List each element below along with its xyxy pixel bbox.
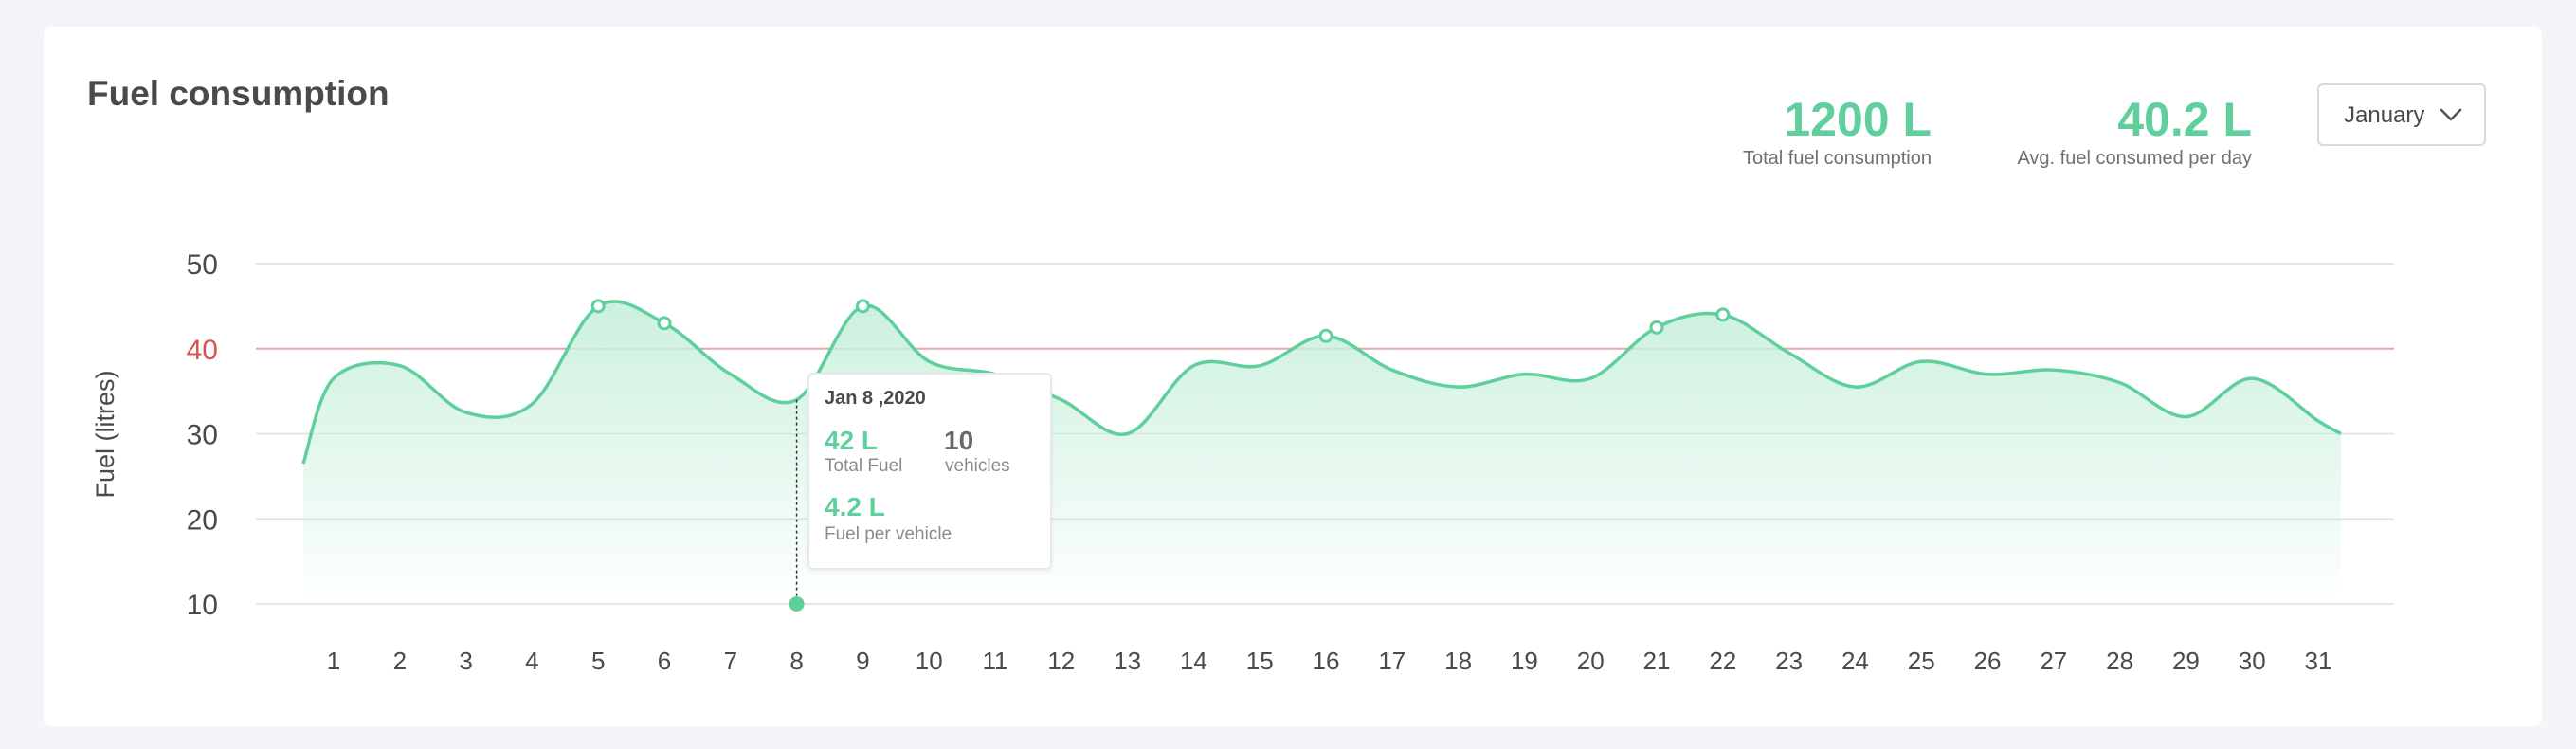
- series-line: [301, 300, 2342, 465]
- x-tick-label: 18: [1444, 647, 1472, 675]
- x-tick-label: 9: [856, 647, 869, 675]
- series-area: [303, 301, 2341, 593]
- chart-tooltip: Jan 8 ,2020 42 L Total Fuel 10 vehicles …: [807, 373, 1052, 570]
- chevron-down-icon: [2440, 108, 2462, 121]
- y-tick-label: 50: [187, 249, 218, 281]
- y-tick-label: 30: [187, 420, 218, 451]
- x-tick-label: 14: [1180, 647, 1207, 675]
- tooltip-per-vehicle-label: Fuel per vehicle: [825, 524, 952, 544]
- total-fuel-value: 1200 L: [1784, 93, 1932, 146]
- x-tick-label: 13: [1114, 647, 1141, 675]
- month-select[interactable]: January: [2317, 83, 2486, 146]
- data-point-marker[interactable]: [855, 299, 870, 314]
- tooltip-total-label: Total Fuel: [825, 456, 903, 476]
- y-tick-label: 10: [187, 590, 218, 621]
- card-title: Fuel consumption: [87, 74, 390, 113]
- x-tick-label: 28: [2106, 647, 2133, 675]
- x-tick-label: 12: [1047, 647, 1075, 675]
- y-axis-label: Fuel (litres): [91, 370, 119, 498]
- x-tick-label: 4: [525, 647, 538, 675]
- x-tick-label: 8: [789, 647, 803, 675]
- avg-fuel-label: Avg. fuel consumed per day: [2017, 148, 2252, 169]
- x-tick-label: 24: [1841, 647, 1869, 675]
- data-point-marker[interactable]: [590, 299, 606, 314]
- x-tick-label: 22: [1709, 647, 1736, 675]
- total-fuel-stat: 1200 L Total fuel consumption: [1743, 93, 1932, 170]
- tooltip-vehicles-value: 10: [944, 426, 974, 455]
- x-tick-label: 20: [1577, 647, 1605, 675]
- x-tick-label: 15: [1246, 647, 1274, 675]
- x-tick-label: 3: [459, 647, 472, 675]
- tooltip-vehicles-label: vehicles: [945, 456, 1010, 476]
- data-point-marker[interactable]: [1649, 320, 1664, 335]
- y-tick-label: 40: [187, 335, 218, 366]
- x-tick-label: 5: [591, 647, 605, 675]
- x-tick-label: 23: [1775, 647, 1803, 675]
- data-point-marker[interactable]: [1318, 328, 1333, 343]
- y-tick-label: 20: [187, 504, 218, 536]
- x-tick-label: 16: [1313, 647, 1340, 675]
- avg-fuel-value: 40.2 L: [2117, 93, 2252, 146]
- x-tick-label: 11: [983, 647, 1008, 675]
- x-tick-label: 2: [393, 647, 407, 675]
- x-tick-label: 31: [2305, 647, 2332, 675]
- data-point-marker[interactable]: [1715, 307, 1731, 322]
- x-tick-label: 30: [2239, 647, 2266, 675]
- x-tick-label: 21: [1643, 647, 1671, 675]
- month-select-value: January: [2344, 102, 2425, 128]
- x-tick-label: 7: [724, 647, 737, 675]
- avg-fuel-stat: 40.2 L Avg. fuel consumed per day: [2017, 93, 2252, 170]
- x-tick-label: 6: [658, 647, 671, 675]
- x-tick-label: 26: [1974, 647, 2002, 675]
- x-tick-label: 10: [916, 647, 943, 675]
- x-tick-label: 1: [327, 647, 340, 675]
- x-tick-label: 29: [2172, 647, 2200, 675]
- tooltip-per-vehicle-value: 4.2 L: [825, 492, 885, 521]
- tooltip-total-value: 42 L: [825, 426, 879, 455]
- x-tick-label: 27: [2040, 647, 2067, 675]
- x-tick-label: 19: [1511, 647, 1538, 675]
- total-fuel-label: Total fuel consumption: [1742, 148, 1932, 169]
- tooltip-date: Jan 8 ,2020: [825, 388, 926, 409]
- x-tick-label: 25: [1908, 647, 1935, 675]
- x-tick-label: 17: [1378, 647, 1406, 675]
- selected-point[interactable]: [789, 596, 805, 612]
- data-point-marker[interactable]: [657, 316, 672, 331]
